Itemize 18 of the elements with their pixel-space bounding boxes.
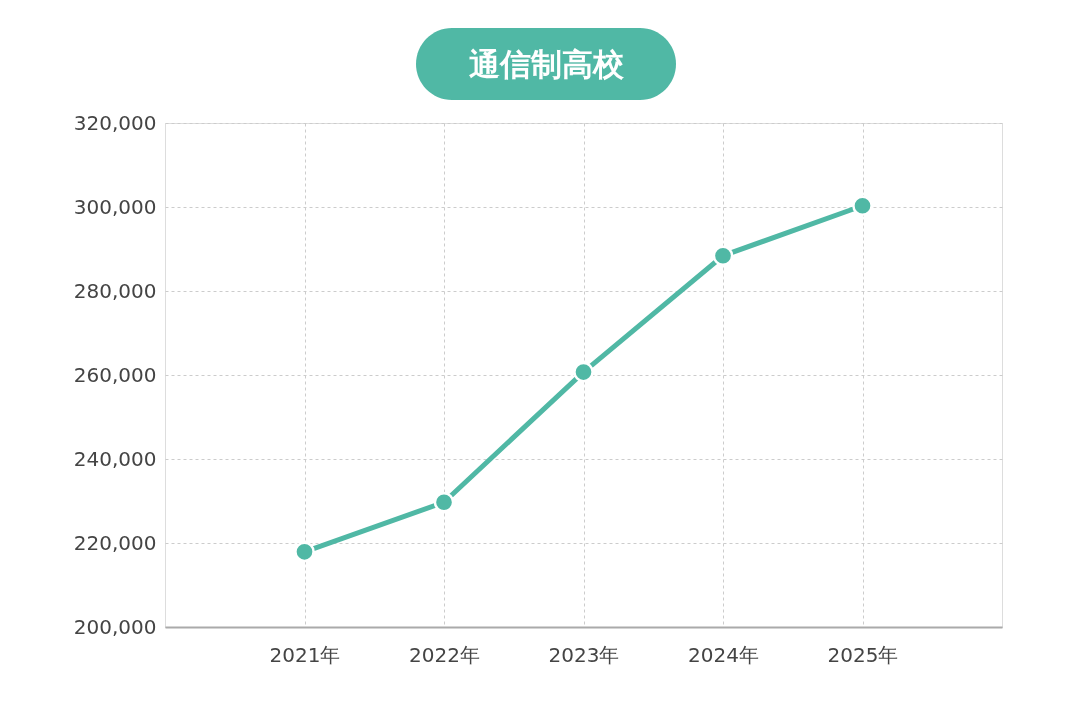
point [294,541,315,563]
y-tick-label: 240,000 [73,446,157,471]
y-tick-label: 220,000 [73,530,157,555]
y-tick-label: 300,000 [73,194,157,219]
chart-title: 通信制高校 [468,46,625,82]
point [433,491,455,513]
x-tick-label: 2024年 [688,642,759,667]
y-tick-label: 200,000 [73,614,157,639]
y-tick-label: 280,000 [73,278,157,303]
x-tick-label: 2022年 [409,642,480,667]
point [573,361,594,383]
point [852,195,873,217]
x-tick-label: 2023年 [548,642,620,667]
x-tick-label: 2025年 [827,642,899,667]
point [712,245,734,267]
x-tick-label: 2021年 [269,642,341,667]
y-tick-label: 260,000 [73,362,157,387]
y-tick-label: 320,000 [73,110,157,135]
